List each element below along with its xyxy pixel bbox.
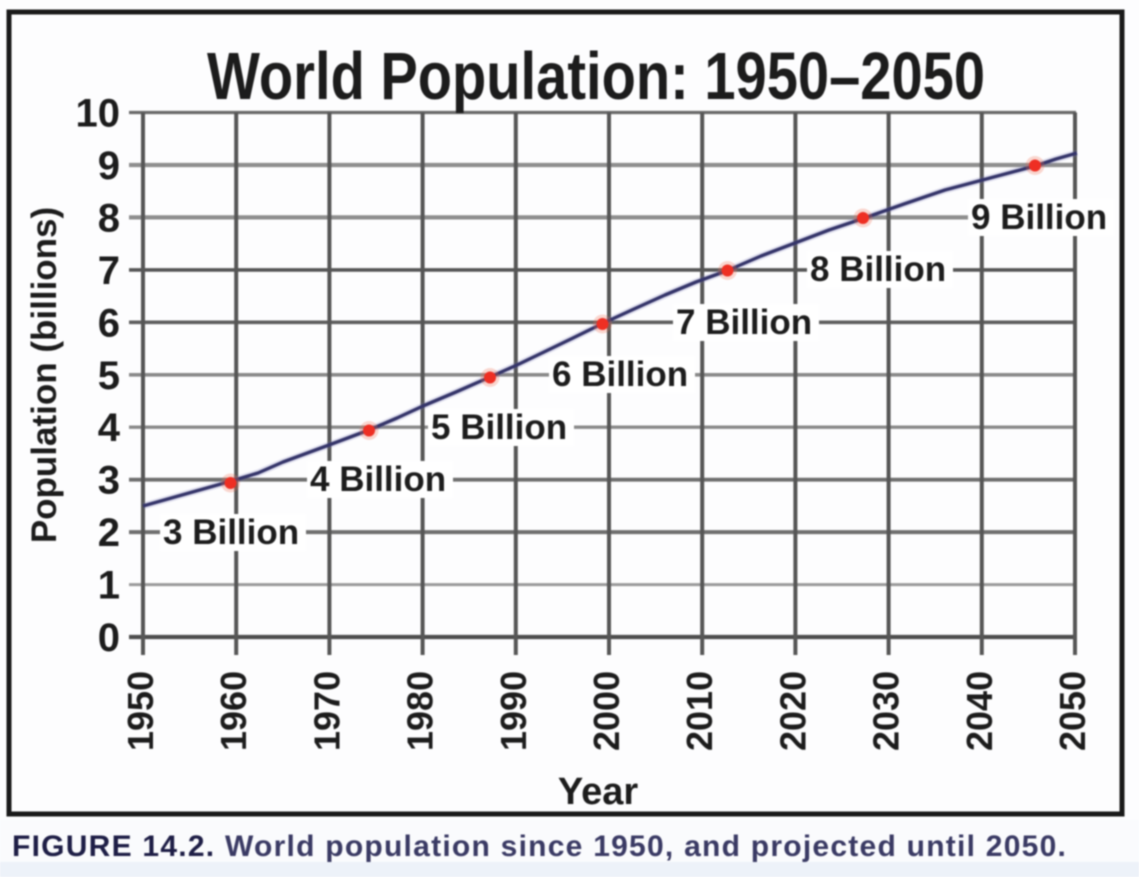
svg-text:1950: 1950 — [120, 671, 161, 751]
svg-text:7 Billion: 7 Billion — [676, 303, 812, 342]
svg-text:2000: 2000 — [586, 671, 627, 751]
svg-text:7: 7 — [98, 249, 120, 293]
svg-text:2020: 2020 — [772, 671, 813, 751]
svg-text:3: 3 — [98, 459, 120, 503]
svg-text:2040: 2040 — [959, 671, 1000, 751]
svg-text:4 Billion: 4 Billion — [310, 460, 446, 499]
svg-text:6 Billion: 6 Billion — [552, 355, 688, 394]
svg-text:FIGURE 14.2. World population: FIGURE 14.2. World population since 1950… — [12, 830, 1067, 863]
svg-text:8 Billion: 8 Billion — [810, 250, 946, 289]
svg-text:1980: 1980 — [400, 671, 441, 751]
svg-text:2010: 2010 — [679, 671, 720, 751]
svg-text:2030: 2030 — [866, 671, 907, 751]
svg-text:1990: 1990 — [493, 671, 534, 751]
svg-text:1970: 1970 — [306, 671, 347, 751]
svg-text:0: 0 — [98, 616, 120, 660]
svg-text:6: 6 — [98, 301, 120, 345]
svg-text:3 Billion: 3 Billion — [163, 513, 299, 552]
svg-text:9: 9 — [98, 144, 120, 188]
svg-text:1960: 1960 — [213, 671, 254, 751]
svg-text:Year: Year — [558, 771, 639, 813]
svg-text:World Population: 1950–2050: World Population: 1950–2050 — [207, 39, 985, 114]
svg-text:5 Billion: 5 Billion — [431, 408, 567, 447]
svg-text:8: 8 — [98, 196, 120, 240]
svg-text:5: 5 — [98, 354, 120, 398]
svg-text:9 Billion: 9 Billion — [971, 198, 1107, 237]
svg-text:2050: 2050 — [1052, 671, 1093, 751]
svg-text:10: 10 — [76, 92, 121, 136]
svg-text:1: 1 — [98, 564, 120, 608]
svg-text:4: 4 — [98, 406, 121, 450]
svg-text:Population (billions): Population (billions) — [25, 207, 64, 543]
svg-text:2: 2 — [98, 511, 120, 555]
